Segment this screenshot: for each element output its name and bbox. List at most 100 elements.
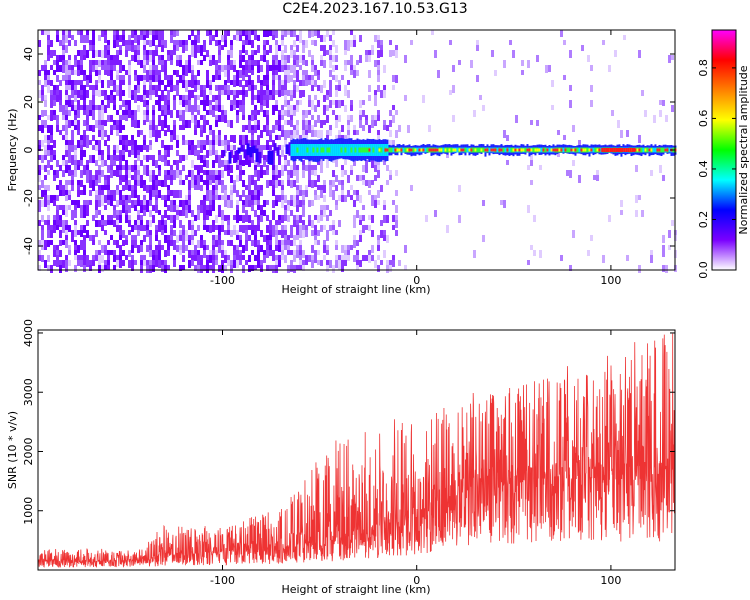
spectrogram-cell	[179, 220, 182, 228]
spectrogram-cell	[110, 190, 113, 197]
spectrogram-cell	[59, 180, 62, 188]
spectrogram-cell	[77, 260, 80, 266]
spectrogram-cell	[164, 120, 167, 128]
spectrogram-cell	[338, 220, 341, 227]
spectrogram-cell	[146, 205, 149, 212]
spectrogram-cell	[68, 120, 71, 128]
spectrogram-cell	[158, 150, 161, 156]
spectrogram-cell	[47, 75, 50, 81]
spectrogram-cell	[389, 170, 392, 176]
spectrogram-cell	[458, 185, 461, 192]
spectrogram-cell	[275, 225, 278, 230]
spectrogram-cell	[302, 260, 305, 266]
spectrogram-cell	[143, 90, 146, 95]
spectrogram-cell	[275, 50, 278, 58]
spectrogram-cell	[149, 175, 152, 182]
spectrogram-cell	[281, 190, 284, 195]
signal-band-cell	[426, 147, 429, 153]
spectrogram-cell	[353, 40, 356, 47]
spectrogram-cell	[341, 255, 344, 263]
spectrogram-cell	[278, 255, 281, 263]
spectrogram-cell	[284, 225, 287, 232]
spectrogram-cell	[74, 80, 77, 87]
spectrogram-cell	[233, 230, 236, 235]
spectrogram-cell	[206, 150, 209, 158]
spectrogram-cell	[38, 175, 41, 182]
signal-band-cell	[627, 148, 630, 152]
spectrogram-cell	[635, 195, 638, 203]
spectrogram-cell	[572, 230, 575, 238]
signal-band-cell	[246, 143, 250, 156]
spectrogram-cell	[122, 185, 125, 191]
spectrogram-cell	[293, 130, 296, 138]
spectrogram-cell	[182, 165, 185, 171]
spectrogram-cell	[278, 155, 281, 163]
spectrogram-cell	[275, 240, 278, 247]
spectrogram-cell	[59, 40, 62, 46]
spectrogram-cell	[362, 215, 365, 221]
spectrogram-cell	[314, 130, 317, 137]
spectrogram-cell	[437, 70, 440, 78]
spectrogram-cell	[638, 50, 641, 58]
spectrogram-cell	[236, 75, 239, 83]
signal-band-cell	[592, 147, 595, 153]
spectrogram-cell	[332, 170, 335, 177]
spectrogram-cell	[44, 30, 47, 35]
spectrogram-cell	[56, 260, 59, 267]
spectrogram-cell	[659, 165, 662, 173]
signal-band-cell	[452, 148, 455, 152]
spectrogram-cell	[341, 185, 344, 191]
spectrogram-cell	[326, 205, 329, 210]
spectrogram-cell	[185, 65, 188, 71]
spectrogram-cell	[83, 45, 86, 53]
spectrogram-cell	[173, 245, 176, 250]
spectrogram-cell	[170, 135, 173, 142]
spectrogram-cell	[326, 50, 329, 55]
spectrogram-cell	[59, 230, 62, 238]
spectrogram-cell	[95, 210, 98, 218]
spectrogram-cell	[65, 130, 68, 136]
spectrogram-cell	[152, 215, 155, 223]
spectrogram-cell	[284, 235, 287, 240]
spectrogram-cell	[263, 90, 266, 98]
spectrogram-cell	[290, 30, 293, 37]
spectrogram-cell	[143, 205, 146, 212]
spectrogram-cell	[197, 250, 200, 256]
spectrogram-cell	[551, 80, 554, 87]
spectrogram-cell	[98, 155, 101, 161]
spectrogram-cell	[317, 70, 320, 76]
signal-band-cell	[292, 144, 295, 156]
spectrogram-x-ticks: -100 0 100	[210, 30, 621, 287]
spectrogram-cell	[272, 65, 275, 70]
spectrogram-cell	[59, 90, 62, 97]
spectrogram-cell	[395, 220, 398, 228]
spectrogram-cell	[56, 65, 59, 72]
signal-band-cell	[386, 148, 389, 152]
spectrogram-cell	[230, 90, 233, 95]
spectrogram-cell	[209, 150, 212, 156]
spectrogram-cell	[227, 90, 230, 97]
spectrogram-cell	[194, 75, 197, 82]
spectrogram-cell	[128, 60, 131, 68]
spectrogram-cell	[377, 160, 380, 166]
spectrogram-cell	[383, 230, 386, 237]
spectrogram-cell	[74, 200, 77, 206]
spectrogram-cell	[323, 120, 326, 125]
spectrogram-cell	[245, 30, 248, 35]
spectrogram-cell	[122, 35, 125, 40]
spectrogram-cell	[125, 185, 128, 190]
signal-band-cell	[404, 147, 407, 153]
spectrogram-cell	[272, 155, 275, 161]
spectrogram-cell	[44, 110, 47, 116]
signal-band-cell	[660, 147, 663, 153]
spectrogram-cell	[326, 260, 329, 267]
spectrogram-cell	[236, 30, 239, 36]
spectrogram-cell	[191, 70, 194, 77]
spectrogram-cell	[65, 140, 68, 145]
spectrogram-cell	[77, 60, 80, 68]
spectrogram-cell	[140, 205, 143, 213]
spectrogram-cell	[239, 195, 242, 201]
spectrogram-cell	[218, 115, 221, 122]
spectrogram-cell	[134, 205, 137, 211]
signal-band-cell	[578, 147, 581, 153]
